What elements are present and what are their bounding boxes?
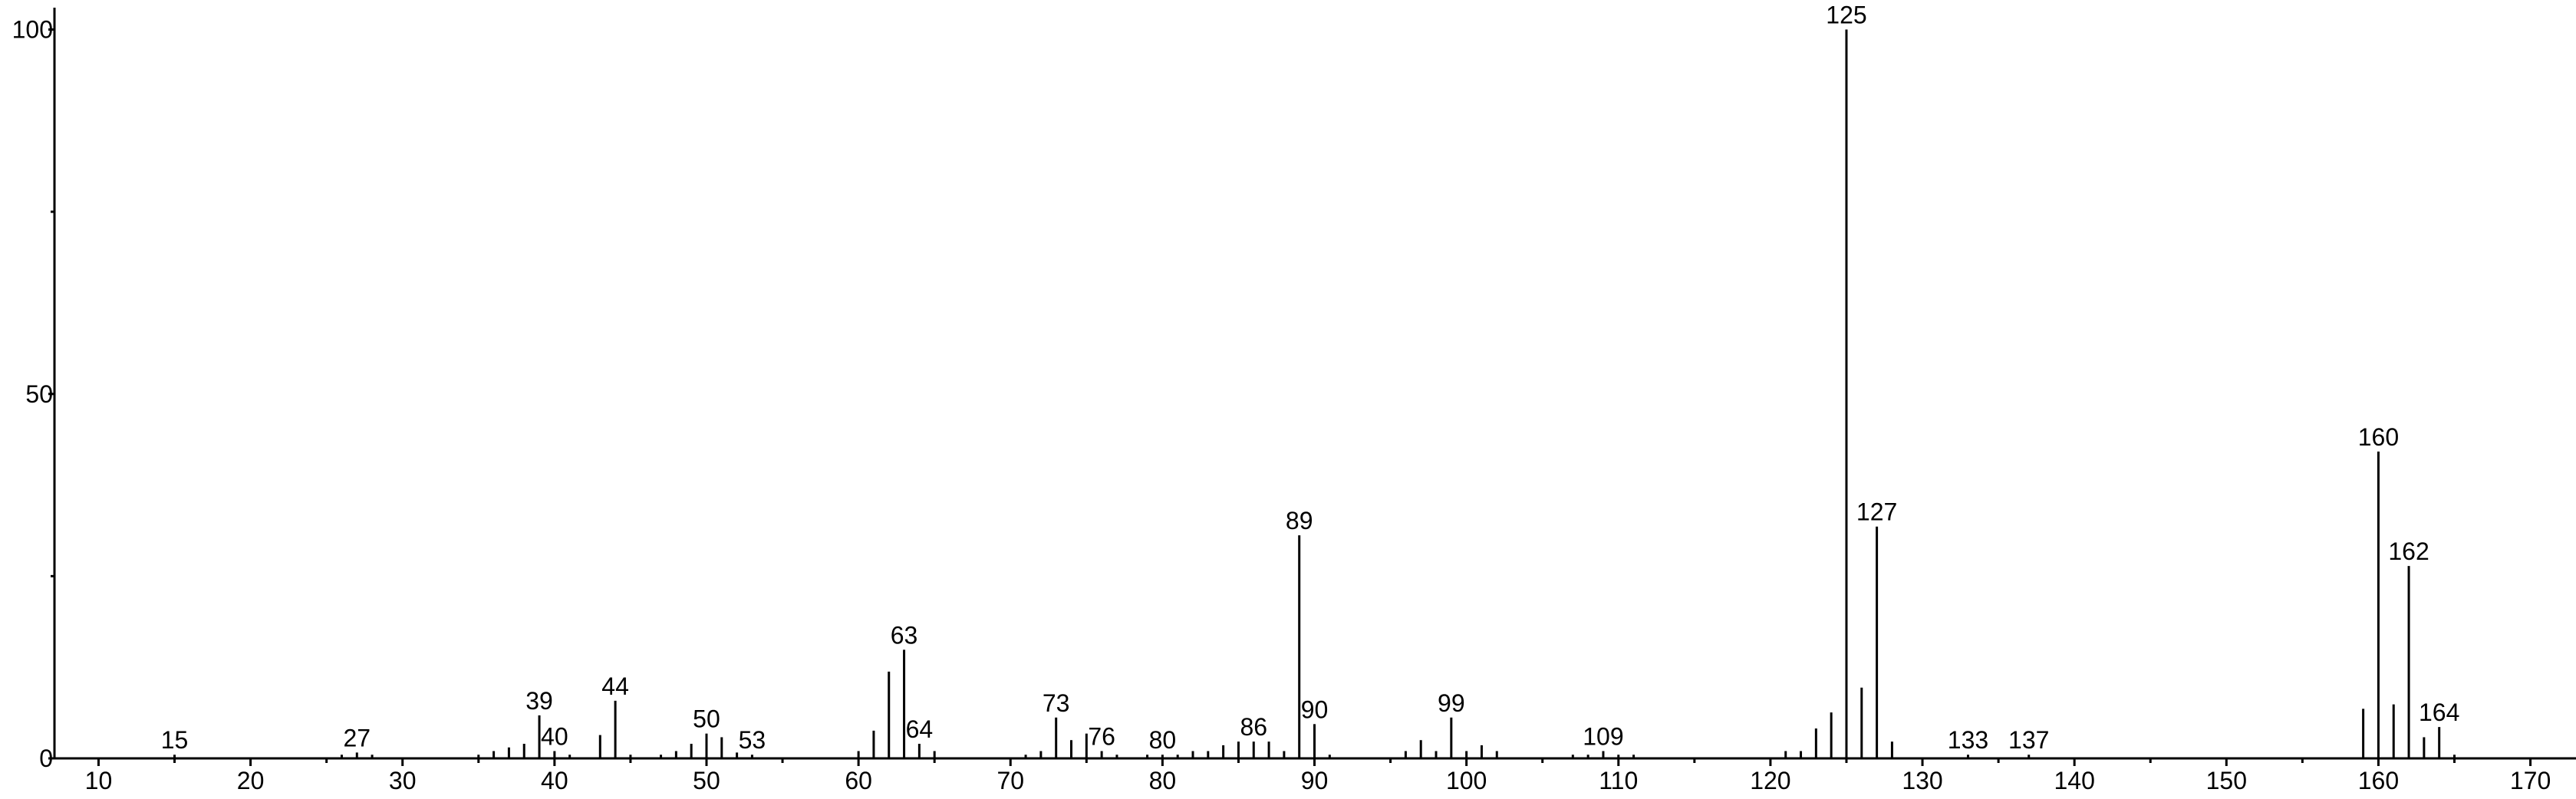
x-tick-label: 40 <box>541 767 568 794</box>
x-tick-label: 60 <box>845 767 872 794</box>
x-tick-label: 90 <box>1301 767 1329 794</box>
x-tick-label: 20 <box>237 767 265 794</box>
x-tick-label: 50 <box>693 767 720 794</box>
peak-label: 109 <box>1583 722 1623 750</box>
x-tick-label: 120 <box>1750 767 1790 794</box>
peak-label: 80 <box>1149 726 1177 754</box>
y-tick-label: 50 <box>25 380 53 408</box>
x-tick-label: 10 <box>85 767 113 794</box>
x-tick-label: 170 <box>2510 767 2551 794</box>
peak-label: 162 <box>2388 538 2429 565</box>
y-tick-label: 0 <box>39 745 53 772</box>
peak-label: 160 <box>2358 423 2399 451</box>
peak-label: 27 <box>343 724 371 751</box>
peak-label: 40 <box>541 722 568 750</box>
x-tick-label: 70 <box>996 767 1024 794</box>
peak-label: 39 <box>525 687 553 715</box>
peak-label: 64 <box>906 715 934 743</box>
x-tick-label: 110 <box>1599 767 1638 794</box>
peak-label: 137 <box>2008 726 2049 754</box>
peak-label: 53 <box>739 726 766 754</box>
x-tick-label: 140 <box>2054 767 2094 794</box>
peak-label: 73 <box>1043 689 1070 717</box>
x-tick-label: 150 <box>2206 767 2247 794</box>
peak-label: 86 <box>1240 713 1267 741</box>
peak-label: 90 <box>1301 695 1329 723</box>
peak-label: 164 <box>2419 699 2459 726</box>
x-tick-label: 130 <box>1902 767 1942 794</box>
x-tick-label: 80 <box>1149 767 1177 794</box>
x-tick-label: 160 <box>2358 767 2399 794</box>
peak-label: 133 <box>1948 726 1988 754</box>
peak-label: 76 <box>1088 722 1115 750</box>
peak-label: 15 <box>161 726 189 754</box>
peak-label: 99 <box>1438 689 1465 717</box>
peak-label: 125 <box>1826 2 1866 29</box>
peak-label: 127 <box>1856 498 1897 526</box>
x-tick-label: 100 <box>1446 767 1487 794</box>
peak-label: 44 <box>601 672 629 700</box>
peak-label: 50 <box>693 705 720 733</box>
x-tick-label: 30 <box>389 767 417 794</box>
y-tick-label: 100 <box>12 16 53 44</box>
peak-label: 89 <box>1286 507 1313 534</box>
peak-label: 63 <box>891 621 918 649</box>
